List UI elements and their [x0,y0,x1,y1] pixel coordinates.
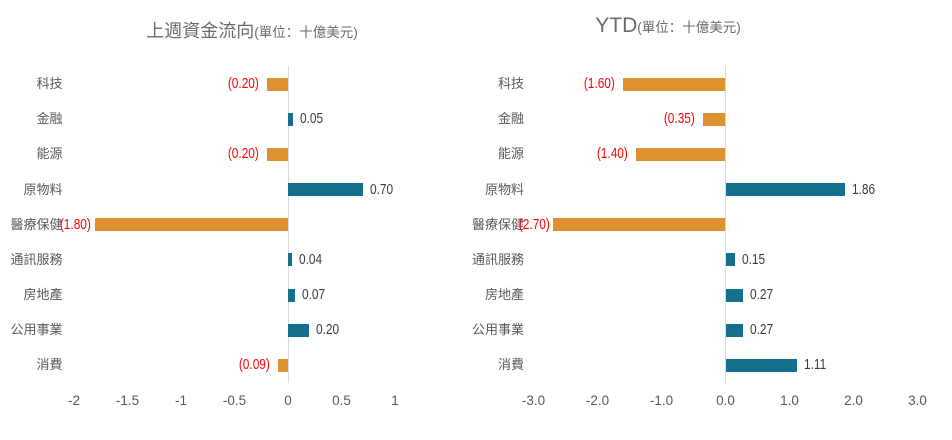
category-label: 金融 [36,111,63,127]
bar-positive [725,323,743,337]
category-label: 科技 [36,76,63,92]
x-tick-label: 0.0 [716,393,735,409]
chart-ytd-title: YTD(單位：十億美元) [595,14,741,38]
category-label: 醫療保健 [471,216,524,232]
x-tick-label: 1.0 [780,393,799,409]
value-label: 0.70 [369,181,394,198]
bar-positive [288,253,293,267]
category-label: 公用事業 [10,322,63,338]
x-tick-label: -1 [174,393,188,409]
x-tick-label: 1 [391,393,399,409]
value-label: (0.35) [664,111,696,128]
value-label: 0.27 [749,322,773,339]
x-tick-label: 0.5 [332,393,351,409]
value-label: 0.05 [300,111,324,128]
value-label: (2.70) [519,216,551,233]
value-label: 0.20 [316,322,340,339]
bar-negative [703,112,726,126]
category-label: 金融 [497,111,524,127]
category-label: 科技 [497,76,524,92]
value-label: (1.80) [60,216,92,233]
x-tick-label: -1.0 [649,393,674,409]
bar-positive [725,358,797,372]
value-label: 0.27 [749,287,773,304]
x-tick-label: -2.0 [585,393,610,409]
bar-negative [552,218,726,232]
x-tick-label: -3.0 [521,393,546,409]
bar-positive [725,253,736,267]
category-label: 能源 [497,146,524,162]
value-label: (0.20) [227,146,259,163]
category-label: 房地產 [23,287,63,303]
x-tick-label: 2.0 [844,393,863,409]
value-label: 0.15 [742,251,766,268]
chart-weekly-title-unit: (單位：十億美元) [254,25,358,40]
value-label: (1.60) [584,76,616,93]
bar-negative [278,358,288,372]
bar-negative [635,147,726,161]
value-label: 1.11 [803,357,826,374]
category-label: 原物料 [484,181,524,197]
bar-positive [288,323,310,337]
bar-negative [266,147,288,161]
bar-positive [288,183,363,197]
bar-negative [95,218,288,232]
value-label: 0.07 [302,287,326,304]
category-label: 公用事業 [471,322,524,338]
x-tick-label: -0.5 [222,393,247,409]
x-tick-label: -1.5 [115,393,140,409]
zero-axis-line [287,66,289,383]
category-label: 通訊服務 [10,251,63,267]
x-tick-label: 3.0 [908,393,927,409]
category-label: 房地產 [484,287,524,303]
category-label: 消費 [497,357,524,373]
value-label: (1.40) [596,146,628,163]
chart-weekly-title-text: 上週資金流向 [146,21,255,41]
bar-negative [266,77,288,91]
value-label: (0.09) [239,357,271,374]
bar-positive [288,288,296,302]
x-tick-label: -2 [67,393,81,409]
x-tick-label: 0 [284,393,292,409]
value-label: 1.86 [851,181,875,198]
category-label: 能源 [36,146,63,162]
value-label: (0.20) [227,76,259,93]
chart-ytd-title-unit: (單位：十億美元) [637,20,741,35]
zero-axis-line [725,66,726,383]
chart-weekly-title: 上週資金流向(單位：十億美元) [146,17,358,43]
bar-positive [288,112,294,126]
bar-positive [725,288,743,302]
chart-ytd-title-text: YTD [595,14,638,37]
bar-positive [725,183,845,197]
category-label: 原物料 [23,181,63,197]
bar-negative [623,77,726,91]
category-label: 醫療保健 [10,216,63,232]
value-label: 0.04 [299,251,323,268]
category-label: 消費 [36,357,63,373]
category-label: 通訊服務 [471,251,524,267]
